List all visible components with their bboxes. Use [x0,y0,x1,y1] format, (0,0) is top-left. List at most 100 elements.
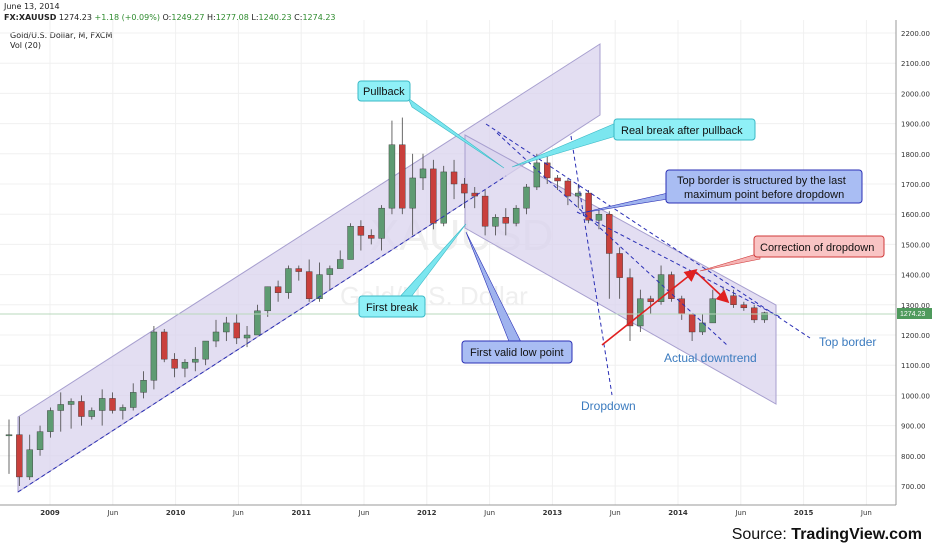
high-label: H: [207,13,216,22]
candle [57,392,64,432]
candle-body [399,144,406,209]
candle-body [140,380,147,393]
candle-body [544,162,551,179]
candle [595,208,603,230]
grid [0,20,896,505]
candle [409,153,416,236]
open-label: O: [162,13,172,22]
x-tick-label: Jun [106,509,118,517]
x-tick-label: 2009 [40,509,60,517]
candle [254,304,261,336]
y-tick-label: 1000.00 [901,392,930,400]
y-tick-label: 800.00 [901,453,926,461]
candle-body [243,334,251,339]
candle-body [285,268,292,293]
candle [88,407,96,420]
callout-first-break: First break [366,302,418,314]
candle [481,190,489,236]
candle [171,353,178,378]
source-site: TradingView.com [791,526,922,543]
x-tick-label: Jun [232,509,244,517]
candle [243,325,251,348]
candle [140,371,147,399]
candle [492,214,499,236]
candle-body [709,298,716,324]
price-change: +1.18 (+0.09%) [94,13,160,22]
y-tick-label: 1900.00 [901,121,930,129]
callouts: Pullback Real break after pullback First… [357,80,885,364]
x-tick-label: Jun [609,509,621,517]
candle-body [368,235,375,239]
candle-body [347,226,354,260]
candle-body [533,162,541,188]
candle-body [223,322,230,333]
candle-body [461,183,468,194]
candle-body [523,186,530,209]
candle-body [78,401,85,417]
candle [523,184,530,215]
candle-body [212,331,220,342]
candle-body [47,410,54,432]
candle-body [233,322,240,339]
candle-body [409,177,416,209]
candle-body [119,407,127,411]
last-price-tag: 1274.23 [897,308,932,319]
candle-body [337,259,344,269]
candle [212,319,220,348]
candle [150,325,158,390]
candle-body [730,295,737,305]
actual-downtrend-line [496,132,728,346]
candle [368,229,375,245]
candle-body [554,177,561,182]
source-prefix: Source: [731,526,792,543]
candle-body [492,217,499,227]
chart-date: June 13, 2014 [4,2,60,11]
candle-body [450,171,458,185]
volume-indicator: Vol (20) [10,41,41,50]
candle [430,159,437,230]
rising-trend-line [17,175,507,493]
candle [26,434,33,480]
x-tick-label: Jun [734,509,746,517]
candle [740,301,748,311]
y-tick-label: 2100.00 [901,60,930,68]
candle-body [274,286,282,293]
candle [36,425,44,456]
candle [5,419,13,474]
top-border-line [485,123,811,339]
candle-body [129,392,137,408]
candle [274,280,282,302]
candle-body [688,313,696,333]
callout-top-border-line2: maximum point before dropdown [684,189,844,201]
candle [326,265,334,290]
candle [305,259,313,302]
callout-real-break: Real break after pullback [621,125,743,137]
candle [512,205,520,227]
candle-body [254,310,261,336]
candle [295,265,302,281]
candle [233,313,240,345]
symbol-code: FX:XAUUSD [4,13,57,22]
trend-channels [17,43,777,493]
candle [626,268,634,342]
x-tick-label: Jun [358,509,370,517]
candle [399,117,406,215]
candle [699,313,706,335]
close-label: C: [294,13,303,22]
candle [554,174,561,191]
y-tick-label: 1200.00 [901,332,930,340]
candle-body [305,271,313,299]
low-value: 1240.23 [258,13,292,22]
y-tick-label: 1600.00 [901,211,930,219]
candle-body [699,322,706,333]
source-credit: Source: TradingView.com [732,526,922,544]
last-price: 1274.23 [58,13,92,22]
x-tick-label: Jun [860,509,872,517]
candle [616,247,623,299]
y-tick-label: 1800.00 [901,151,930,159]
callout-pullback: Pullback [363,86,405,98]
x-tick-label: 2015 [794,509,814,517]
y-tick-label: 1300.00 [901,302,930,310]
candle-body [595,213,603,221]
